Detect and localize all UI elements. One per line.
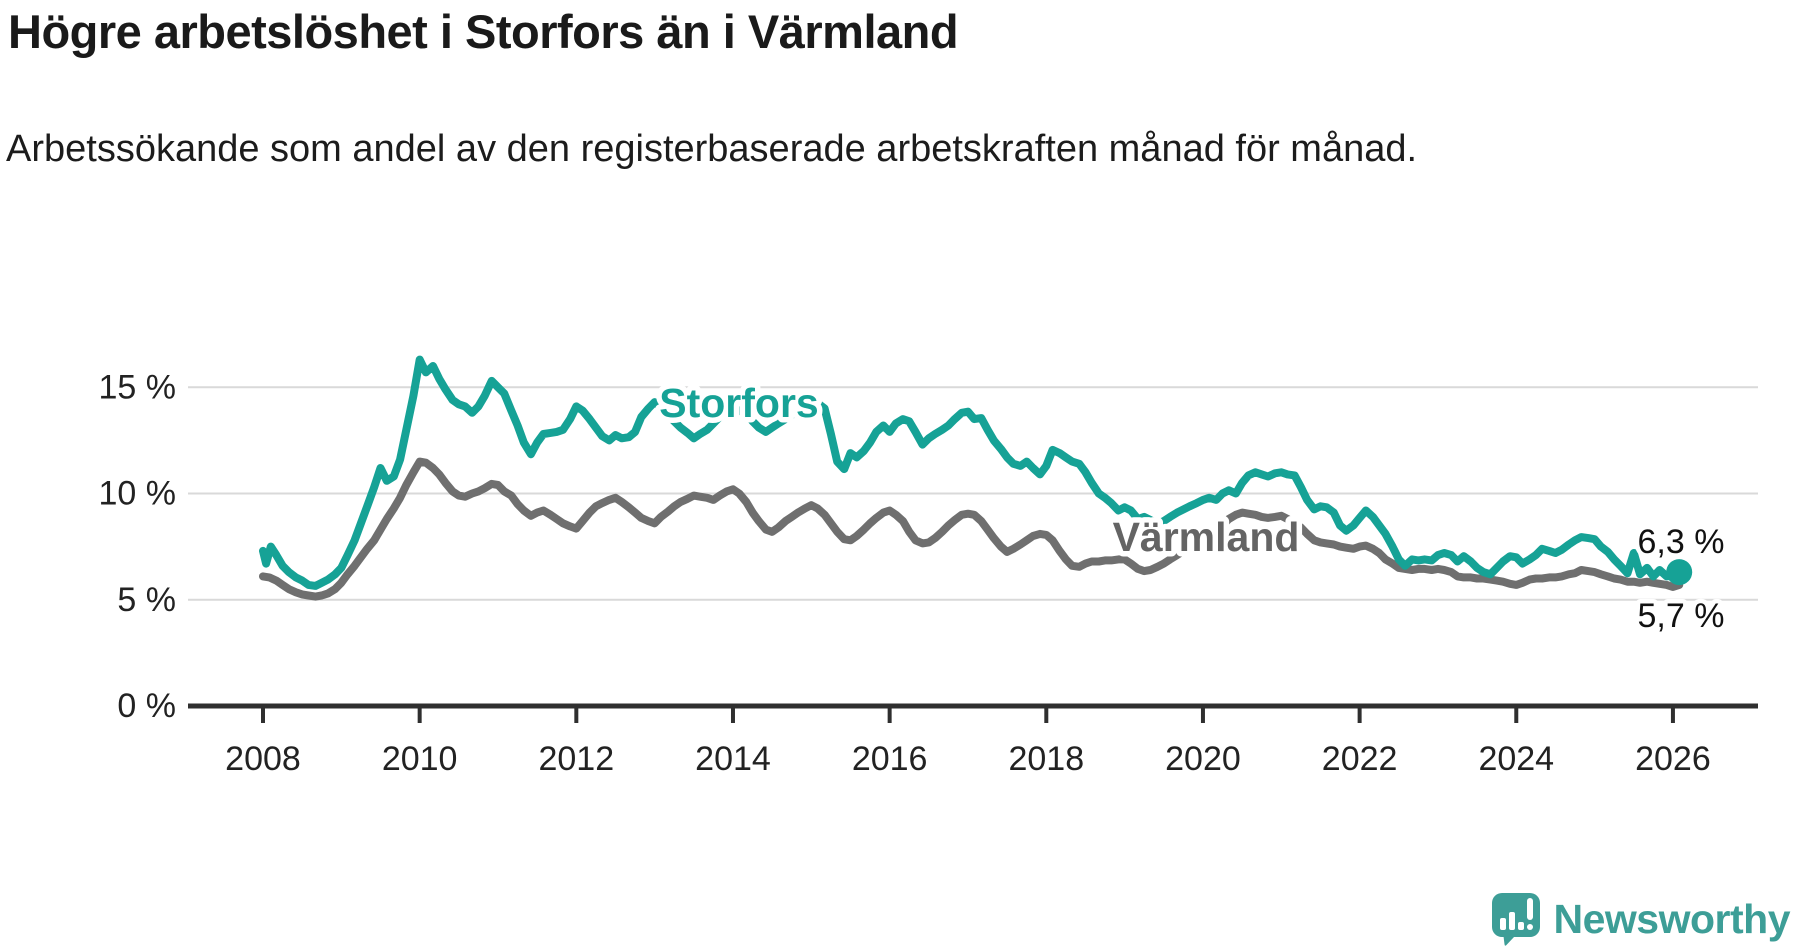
- y-tick-label: 10 %: [99, 475, 177, 513]
- newsworthy-bubble-chart-icon: [1491, 893, 1540, 946]
- x-tick-label: 2016: [852, 740, 928, 778]
- x-tick-label: 2008: [225, 740, 301, 778]
- storfors-line: [259, 355, 1684, 590]
- storfors-series-label: Storfors: [659, 380, 818, 426]
- y-tick-label: 0 %: [117, 687, 176, 725]
- x-ticks: [261, 708, 1675, 723]
- x-tick-label: 2014: [695, 740, 771, 778]
- newsworthy-logo-text: Newsworthy: [1553, 895, 1791, 942]
- x-tick-label: 2022: [1322, 740, 1398, 778]
- chart-subtitle: Arbetssökande som andel av den registerb…: [6, 128, 1418, 170]
- x-tick-label: 2010: [382, 740, 458, 778]
- x-tick-label: 2026: [1635, 740, 1711, 778]
- varmland-series-label: Värmland: [1113, 514, 1300, 560]
- y-tick-label: 5 %: [117, 581, 176, 619]
- y-tick-labels: 0 % 5 % 10 % 15 %: [99, 368, 177, 725]
- x-tick-labels: 2008 2010 2012 2014 2016 2018 2020 2022 2024 2026: [225, 740, 1711, 778]
- x-tick-label: 2020: [1165, 740, 1241, 778]
- x-tick-label: 2018: [1008, 740, 1084, 778]
- x-tick-label: 2024: [1478, 740, 1554, 778]
- y-tick-label: 15 %: [99, 368, 177, 406]
- chart-title: Högre arbetslöshet i Storfors än i Värml…: [8, 5, 959, 58]
- x-tick-label: 2012: [538, 740, 614, 778]
- varmland-line: [259, 457, 1684, 601]
- varmland-end-value: 5,7 %: [1638, 597, 1725, 635]
- newsworthy-logo: Newsworthy: [1491, 892, 1791, 946]
- storfors-end-value: 6,3 %: [1638, 523, 1725, 561]
- storfors-end-dot: [1666, 559, 1693, 586]
